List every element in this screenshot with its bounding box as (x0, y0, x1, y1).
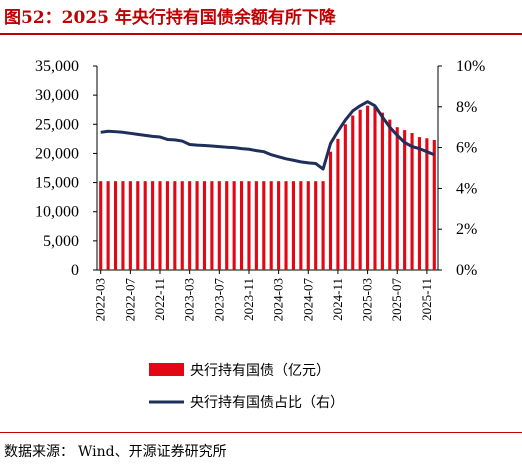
source-text: Wind、开源证券研究所 (78, 444, 227, 460)
bar (417, 137, 422, 270)
chart-title: 图52：2025 年央行持有国债余额有所下降 (4, 8, 336, 28)
bar (158, 181, 162, 270)
bar (165, 181, 169, 270)
left-tick-label: 35,000 (35, 58, 79, 75)
bar (195, 181, 199, 270)
bar (291, 181, 296, 270)
left-tick-label: 25,000 (35, 116, 79, 133)
share-line (100, 100, 435, 171)
x-tick-label: 2025-03 (360, 278, 375, 321)
x-tick-label: 2022-07 (122, 278, 137, 322)
bar-series (99, 105, 436, 271)
x-tick-label: 2024-11 (330, 278, 345, 321)
left-tick-label: 20,000 (35, 145, 79, 162)
left-tick-label: 0 (71, 262, 79, 279)
left-tick-label: 5,000 (43, 233, 79, 250)
bar (373, 106, 377, 270)
bar (151, 181, 155, 270)
bar (225, 181, 229, 270)
right-tick-label: 0% (456, 262, 477, 279)
bar (239, 181, 244, 270)
bar (410, 133, 414, 270)
bar (425, 138, 429, 270)
x-tick-label: 2025-07 (389, 278, 404, 322)
right-tick-label: 2% (456, 221, 477, 238)
x-tick-label: 2023-03 (182, 278, 197, 321)
bar (321, 181, 325, 270)
bar (180, 181, 184, 270)
bar (336, 138, 340, 270)
bar (351, 115, 355, 271)
right-tick-label: 10% (456, 58, 485, 75)
bar (395, 127, 399, 270)
legend-label-bars: 央行持有国债（亿元） (190, 363, 330, 379)
x-tick-label: 2024-03 (271, 278, 286, 321)
bar (284, 181, 288, 270)
x-tick-label: 2023-11 (241, 278, 256, 321)
bar (343, 124, 347, 271)
bar (136, 181, 140, 270)
left-tick-label: 15,000 (35, 175, 79, 192)
bar (432, 140, 436, 270)
source-label: 数据来源： (4, 444, 74, 460)
bar (173, 181, 177, 270)
bar (254, 181, 258, 270)
bar (106, 181, 110, 270)
title-divider (0, 33, 522, 35)
bar (121, 181, 125, 270)
bar (210, 181, 214, 270)
right-tick-label: 8% (456, 99, 477, 116)
line-series (100, 100, 435, 171)
bar (403, 130, 407, 270)
bar (99, 181, 103, 270)
bar (366, 105, 370, 271)
bar (306, 181, 310, 270)
bar (232, 181, 236, 270)
bar (143, 181, 147, 270)
bar (217, 181, 221, 270)
left-tick-label: 30,000 (35, 87, 79, 104)
x-tick-label: 2023-07 (211, 278, 226, 322)
bar (299, 181, 303, 270)
legend-label-line: 央行持有国债占比（右） (190, 395, 344, 411)
bar (328, 151, 333, 270)
x-tick-label: 2022-03 (93, 278, 108, 321)
x-tick-label: 2022-11 (152, 278, 167, 321)
source-note: 数据来源： Wind、开源证券研究所 (4, 441, 231, 461)
bar (380, 112, 384, 270)
bar (113, 181, 118, 270)
legend: 央行持有国债（亿元） 央行持有国债占比（右） (149, 363, 344, 411)
legend-swatch-bars (149, 363, 184, 376)
bar (269, 181, 273, 270)
x-tick-label: 2024-07 (300, 278, 315, 322)
bar (202, 181, 207, 270)
x-tick-label: 2025-11 (419, 278, 434, 321)
chart: 0 5,000 10,000 15,000 20,000 25,000 30,000 35,0… (35, 58, 485, 411)
right-tick-label: 4% (456, 180, 477, 197)
bar (277, 181, 281, 270)
right-tick-label: 6% (456, 140, 477, 157)
bar (128, 181, 132, 270)
bar (314, 181, 318, 270)
source-divider (0, 432, 522, 433)
bar (388, 119, 392, 270)
bar (262, 181, 266, 270)
bar (358, 109, 362, 270)
axes: 0 5,000 10,000 15,000 20,000 25,000 30,000 35,0… (35, 58, 485, 321)
bar (188, 181, 192, 270)
left-tick-label: 10,000 (35, 204, 79, 221)
bar (247, 181, 251, 270)
